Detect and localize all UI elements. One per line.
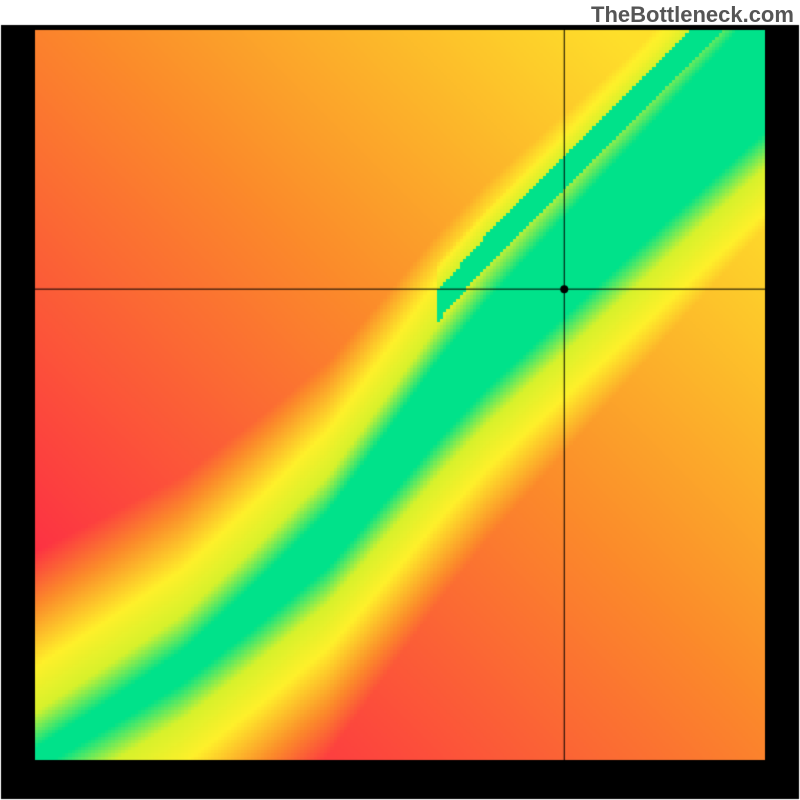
watermark-text: TheBottleneck.com [591, 2, 794, 28]
chart-container: { "canvas": { "width": 800, "height": 80… [0, 0, 800, 800]
heatmap-canvas [0, 0, 800, 800]
